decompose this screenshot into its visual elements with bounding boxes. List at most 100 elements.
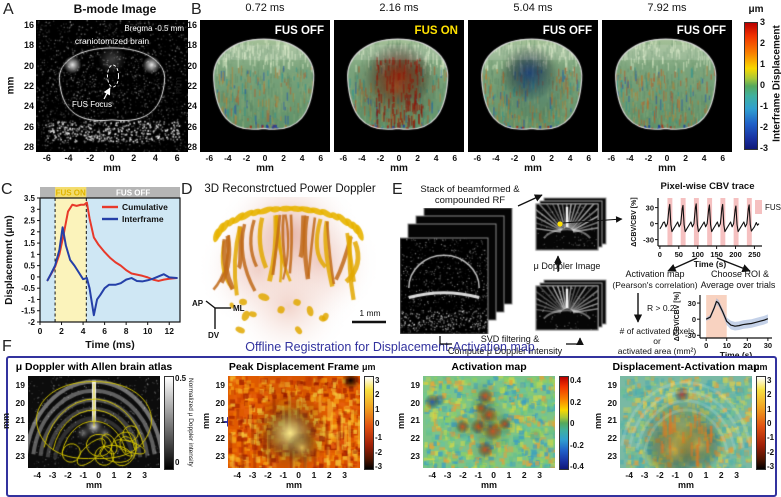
activated-pixels-text1: # of activated pixels <box>619 326 695 336</box>
svg-text:3: 3 <box>31 205 36 214</box>
b-x-tick: 6 <box>720 153 726 163</box>
b-x-tick: 4 <box>701 153 707 163</box>
f-x-tick: -4 <box>233 470 241 480</box>
activated-pixels-text2: or <box>653 336 661 346</box>
f-x-tick: 1 <box>311 470 317 480</box>
f-y-tick: 19 <box>607 379 617 390</box>
b-colorbar-tick: 2 <box>760 38 766 48</box>
bmode-x-tick: 2 <box>131 153 137 163</box>
bmode-y-tick: 22 <box>23 81 34 91</box>
f-x-tick: -4 <box>33 470 41 480</box>
f-colorbar <box>164 376 174 470</box>
f-x-tick: 3 <box>342 470 347 480</box>
f-y-tick: 23 <box>607 450 617 461</box>
f-subpanel-image-1 <box>28 376 160 468</box>
b-y-tick: 28 <box>186 141 197 152</box>
craniotomized-brain-label: craniotomized brain <box>74 36 150 46</box>
svg-text:0: 0 <box>658 250 662 259</box>
f-y-tick: 22 <box>607 432 617 443</box>
bmode-x-tick: -6 <box>42 153 51 163</box>
f-y-axis-label: mm <box>201 413 211 430</box>
b-colorbar-tick: 1 <box>760 59 766 69</box>
f-colorbar-tick: 0 <box>375 419 380 428</box>
svg-text:8: 8 <box>124 326 129 336</box>
f-y-tick: 19 <box>410 379 420 390</box>
svg-text:200: 200 <box>729 250 742 259</box>
svg-text:0: 0 <box>38 326 43 336</box>
svg-text:3.5: 3.5 <box>24 194 36 203</box>
f-colorbar <box>364 376 374 470</box>
stack-title-line2: compounded RF <box>434 195 506 206</box>
f-x-tick: -2 <box>264 470 272 480</box>
f-x-tick: 3 <box>734 470 739 480</box>
f-x-tick: 0 <box>491 470 496 480</box>
b-y-tick: 20 <box>186 60 197 71</box>
f-subpanel-title: Peak Displacement Frame <box>228 361 360 373</box>
f-y-tick: 21 <box>15 415 25 426</box>
frame-time-label: 0.72 ms <box>245 2 285 14</box>
fus-status-label: FUS OFF <box>676 25 726 37</box>
f-colorbar-tick: 3 <box>375 376 380 385</box>
bmode-y-tick: 18 <box>23 40 34 51</box>
bmode-x-tick: -4 <box>64 153 73 163</box>
b-x-axis-label: mm <box>256 163 274 174</box>
f-x-axis-label: mm <box>85 480 102 490</box>
cbv-trace-title: Pixel-wise CBV trace <box>660 181 755 192</box>
activation-map-text2: (Pearson's correlation) <box>612 280 698 290</box>
f-subpanel-title: Activation map <box>451 361 527 373</box>
roi-text1: Choose ROI & <box>710 269 770 279</box>
f-colorbar-tick: 0.5 <box>175 374 187 383</box>
b-x-tick: -4 <box>224 153 232 163</box>
b-x-tick: -2 <box>510 153 519 163</box>
svg-text:FUS OFF: FUS OFF <box>116 189 150 198</box>
b-x-tick: -4 <box>626 153 634 163</box>
svg-text:-0.5: -0.5 <box>21 284 35 293</box>
svg-text:0: 0 <box>692 315 696 324</box>
f-x-tick: -2 <box>656 470 664 480</box>
f-colorbar-unit: μm <box>362 362 376 372</box>
f-y-tick: 21 <box>215 415 225 426</box>
cbv-trace-chart: 30 0 -30 0 50 100 150 200 250 Time (s) ΔCBV/CBV [%… <box>631 197 781 269</box>
f-subpanel-image-4 <box>620 376 752 468</box>
fus-focus-label: FUS Focus <box>71 100 112 109</box>
f-y-tick: 20 <box>410 397 420 408</box>
b-x-tick: 4 <box>567 153 573 163</box>
f-x-tick: 2 <box>326 470 332 480</box>
f-colorbar-tick: 2 <box>767 390 772 400</box>
svg-text:-2: -2 <box>28 318 36 327</box>
f-x-tick: 2 <box>126 470 132 480</box>
b-x-tick: -4 <box>358 153 366 163</box>
svg-text:0: 0 <box>704 341 708 350</box>
bmode-y-tick: 26 <box>23 121 34 132</box>
f-subpanel-image-3 <box>423 376 555 468</box>
frame-time-label: 7.92 ms <box>647 2 687 14</box>
b-x-tick: 0 <box>664 153 670 163</box>
f-x-tick: 0 <box>96 470 101 480</box>
bmode-y-tick: 28 <box>23 141 34 152</box>
f-y-tick: 21 <box>607 415 617 426</box>
f-y-axis-label: mm <box>396 413 406 430</box>
fus-status-label: FUS OFF <box>542 25 592 37</box>
roi-average-chart: 30 0 -30 0 10 20 30 Time (s) ΔCBV/CBV [%] <box>674 292 772 360</box>
bmode-y-tick: 20 <box>23 60 34 71</box>
axis-ap-label: AP <box>192 299 204 308</box>
b-x-tick: -2 <box>376 153 385 163</box>
b-x-tick: 0 <box>396 153 402 163</box>
f-y-tick: 22 <box>410 432 420 443</box>
f-x-axis-label: mm <box>480 480 497 490</box>
f-x-tick: -3 <box>443 470 452 480</box>
f-x-tick: -3 <box>248 470 257 480</box>
scalebar-label: 1 mm <box>359 308 381 318</box>
b-x-tick: -6 <box>607 153 616 163</box>
f-colorbar-label: Normalized μ Doppler intensity <box>187 377 194 467</box>
axis-ml-label: ML <box>233 304 245 313</box>
f-x-tick: -1 <box>79 470 88 480</box>
f-x-tick: -1 <box>279 470 288 480</box>
b-x-tick: -6 <box>473 153 482 163</box>
b-x-tick: 4 <box>299 153 305 163</box>
svg-text:30: 30 <box>688 299 696 308</box>
activated-pixels-text3: activated area (mm²) <box>617 346 697 356</box>
panel-f-title: Offline Registration for Displacement-Ac… <box>245 340 535 354</box>
panel-label-c: C <box>1 181 13 198</box>
bregma-annotation: Bregma -0.5 mm <box>124 24 184 33</box>
